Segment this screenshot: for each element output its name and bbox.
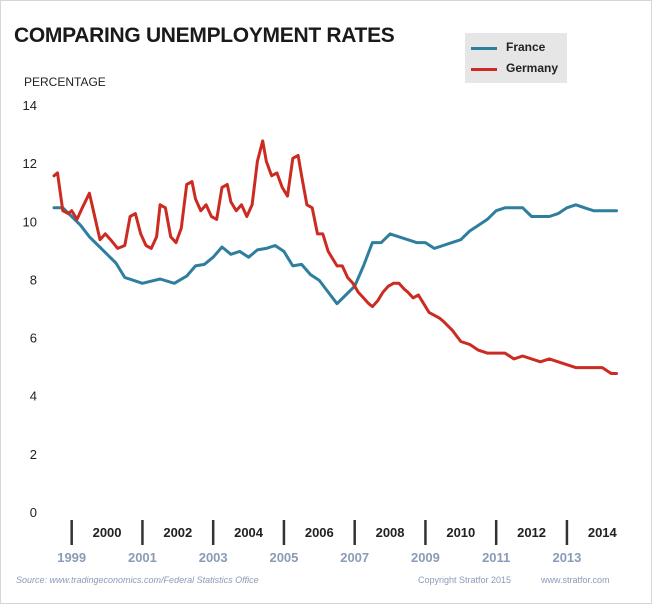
- y-tick-label-6: 6: [30, 331, 37, 346]
- legend-label-germany: Germany: [506, 61, 559, 75]
- x-year-label-2000: 2000: [93, 525, 122, 540]
- x-year-label-2002: 2002: [163, 525, 192, 540]
- y-tick-label-8: 8: [30, 272, 37, 287]
- footer-url: www.stratfor.com: [541, 575, 610, 585]
- y-tick-label-2: 2: [30, 447, 37, 462]
- x-year-label-2014: 2014: [588, 525, 618, 540]
- x-year-label-2012: 2012: [517, 525, 546, 540]
- series-line-germany: [52, 139, 618, 375]
- legend-swatch-france: [471, 47, 497, 50]
- x-year-label-2007: 2007: [340, 550, 369, 565]
- x-year-label-2009: 2009: [411, 550, 440, 565]
- legend-label-france: France: [506, 40, 546, 54]
- y-tick-label-14: 14: [23, 98, 37, 113]
- y-tick-label-10: 10: [23, 214, 37, 229]
- footer-copyright: Copyright Stratfor 2015: [418, 575, 512, 585]
- legend-swatch-germany: [471, 68, 497, 71]
- x-year-label-2013: 2013: [552, 550, 581, 565]
- legend: France Germany: [465, 33, 567, 83]
- y-axis-label: PERCENTAGE: [24, 75, 106, 89]
- y-tick-label-12: 12: [23, 156, 37, 171]
- x-year-label-2006: 2006: [305, 525, 334, 540]
- x-year-label-2008: 2008: [376, 525, 405, 540]
- x-year-label-2004: 2004: [234, 525, 264, 540]
- chart-title: COMPARING UNEMPLOYMENT RATES: [14, 24, 395, 47]
- x-year-label-2011: 2011: [482, 550, 510, 565]
- x-year-label-1999: 1999: [57, 550, 86, 565]
- x-year-label-2003: 2003: [199, 550, 228, 565]
- x-year-label-2010: 2010: [446, 525, 475, 540]
- x-year-label-2005: 2005: [269, 550, 298, 565]
- y-tick-label-4: 4: [30, 389, 37, 404]
- x-year-label-2001: 2001: [128, 550, 157, 565]
- y-tick-label-0: 0: [30, 505, 37, 520]
- footer-source: Source: www.tradingeconomics.com/Federal…: [16, 575, 259, 585]
- series-line-france: [52, 203, 618, 306]
